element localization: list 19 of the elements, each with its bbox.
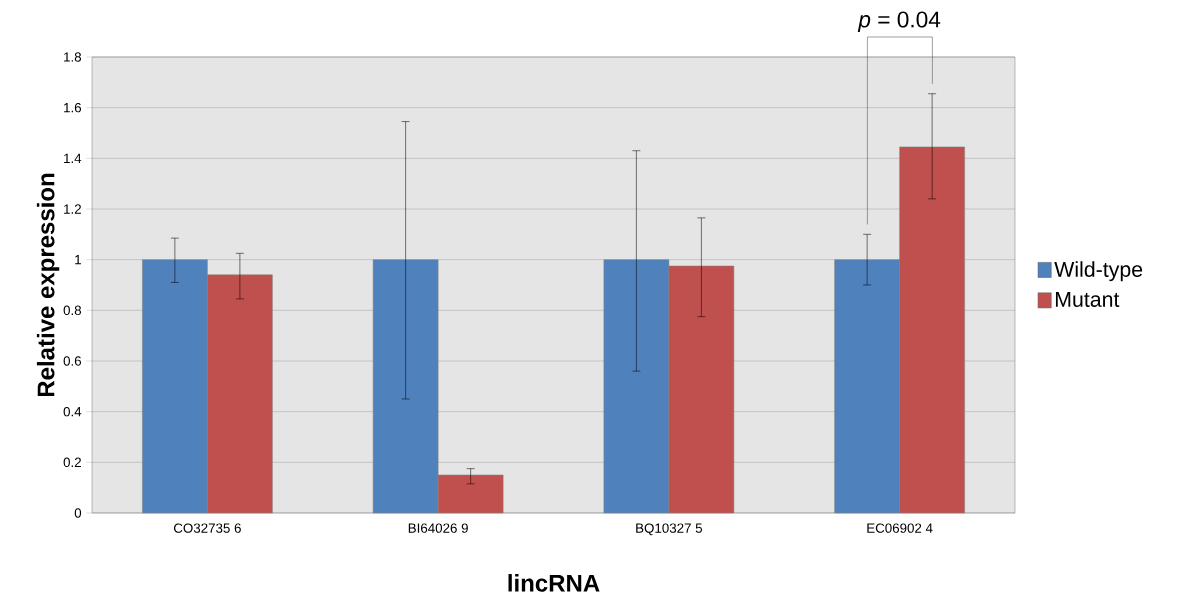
y-tick-label: 1.2 xyxy=(64,204,81,214)
x-tick-label: BI64026 9 xyxy=(408,523,468,533)
y-tick-label: 0.4 xyxy=(63,406,82,417)
y-tick-label: 1.4 xyxy=(64,153,82,163)
text: p = 0.04 xyxy=(857,11,941,33)
y-tick-label: 1.8 xyxy=(64,52,82,62)
y-tick-label: 1.6 xyxy=(64,102,82,113)
x-tick-label: BQ10327 5 xyxy=(636,523,703,536)
y-tick-label: 0.2 xyxy=(63,457,81,468)
x-tick-label: EC06902 4 xyxy=(867,523,933,533)
x-tick-label: CO32735 6 xyxy=(173,523,241,533)
legend-label: Mutant xyxy=(1055,292,1120,307)
y-axis-title: Relative expression xyxy=(36,173,60,397)
y-tick-label: 1 xyxy=(75,255,81,265)
y-tick-label: 0.6 xyxy=(63,356,82,366)
y-tick-label: 0.8 xyxy=(63,305,82,316)
legend-label: Wild-type xyxy=(1054,261,1143,282)
x-axis-title: lincRNA xyxy=(508,574,600,592)
y-tick-label: 0 xyxy=(74,508,82,518)
